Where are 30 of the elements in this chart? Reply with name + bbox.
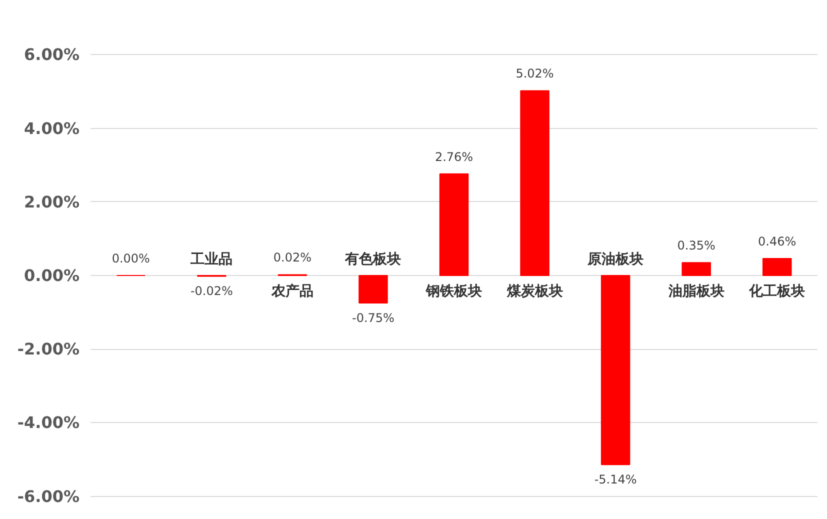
- x-tick-label: 油脂板块: [667, 283, 724, 300]
- data-label: 2.76%: [434, 150, 474, 164]
- bar: [439, 173, 469, 276]
- data-label: 0.35%: [677, 238, 716, 253]
- y-tick-label: -4.00%: [17, 413, 80, 432]
- bar: [358, 274, 388, 304]
- bar: [762, 258, 792, 276]
- x-tick-label: 农产品: [270, 282, 314, 300]
- x-tick-label: 煤炭板块: [506, 283, 563, 300]
- bar: [682, 262, 711, 276]
- data-label: 0.02%: [273, 250, 312, 265]
- data-label: -0.75%: [352, 311, 394, 326]
- x-tick-label: 有色板块: [344, 251, 402, 268]
- y-tick-label: 6.00%: [24, 45, 80, 64]
- data-label: -0.02%: [190, 284, 233, 298]
- data-label: 0.00%: [112, 251, 150, 266]
- y-tick-label: -2.00%: [17, 340, 80, 359]
- y-tick-label: 2.00%: [24, 192, 80, 212]
- data-label: 0.46%: [758, 234, 796, 249]
- bar: [520, 90, 550, 276]
- x-tick-label: 工业品: [190, 251, 233, 268]
- x-tick-label: 原油板块: [586, 251, 644, 268]
- x-tick-label: 钢铁板块: [425, 283, 482, 300]
- y-tick-label: -6.00%: [17, 486, 80, 506]
- bar: [600, 274, 630, 466]
- data-label: -5.14%: [594, 472, 637, 487]
- y-tick-label: 0.00%: [24, 266, 80, 285]
- x-tick-label: 化工板块: [748, 283, 806, 300]
- y-tick-label: 4.00%: [24, 118, 80, 138]
- data-label: 5.02%: [516, 66, 554, 81]
